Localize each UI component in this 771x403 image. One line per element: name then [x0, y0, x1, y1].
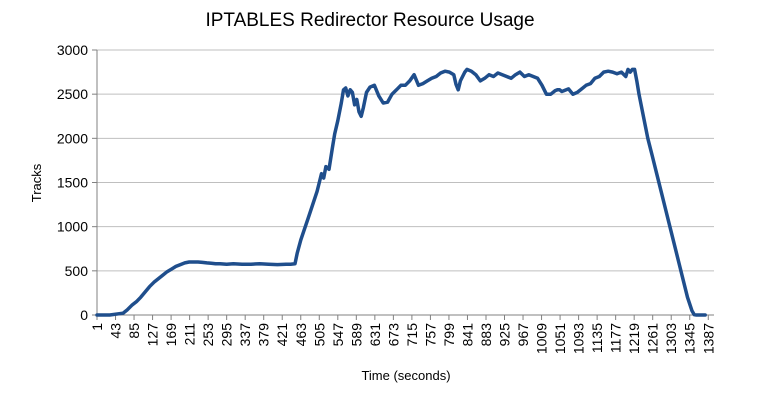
x-tick-label: 925: [497, 323, 513, 347]
label-layer: IPTABLES Redirector Resource Usage Time …: [29, 10, 535, 383]
x-tick-label: 1345: [682, 323, 698, 354]
y-tick-label: 2500: [57, 86, 88, 102]
x-tick-label: 1135: [589, 323, 605, 353]
x-tick-label: 1261: [645, 323, 661, 354]
y-tick-label: 1000: [57, 219, 88, 235]
x-tick-label: 463: [293, 323, 309, 347]
x-tick-label: 547: [330, 323, 346, 347]
x-tick-label: 253: [200, 323, 216, 347]
y-tick-label: 2000: [57, 130, 88, 146]
x-tick-label: 211: [182, 323, 198, 346]
x-tick-label: 967: [515, 323, 531, 347]
y-tick-label: 1500: [57, 175, 88, 191]
x-tick-label: 631: [367, 323, 383, 347]
x-tick-label: 589: [348, 323, 364, 347]
y-tick-label: 0: [80, 307, 88, 323]
x-tick-label: 127: [145, 323, 161, 347]
x-tick-label: 1303: [663, 323, 679, 354]
x-tick-label: 715: [404, 323, 420, 347]
y-axis-label: Tracks: [29, 163, 44, 202]
series-layer: [95, 67, 707, 317]
x-tick-label: 85: [126, 323, 142, 339]
x-tick-label: 1051: [552, 323, 568, 354]
x-tick-label: 1219: [626, 323, 642, 354]
x-tick-label: 505: [311, 323, 327, 347]
y-tick-label: 3000: [57, 42, 88, 58]
x-tick-label: 883: [478, 323, 494, 347]
x-tick-label: 673: [385, 323, 401, 347]
x-tick-label: 757: [422, 323, 438, 347]
x-tick-label: 1: [89, 323, 105, 331]
x-tick-label: 43: [108, 323, 124, 339]
x-tick-label: 1387: [700, 323, 716, 354]
x-tick-label: 337: [237, 323, 253, 347]
x-tick-label: 1177: [608, 323, 624, 353]
x-tick-label: 1093: [571, 323, 587, 354]
x-tick-label: 295: [219, 323, 235, 347]
x-tick-label: 1009: [534, 323, 550, 354]
chart-title: IPTABLES Redirector Resource Usage: [205, 10, 534, 31]
x-tick-label: 379: [256, 323, 272, 347]
x-axis-label: Time (seconds): [361, 368, 450, 383]
x-tick-label: 841: [459, 323, 475, 347]
axis-layer: 0 500 1000 1500 2000 2500 3000 1 43 85 127 169 211 25…: [57, 42, 716, 354]
y-tick-label: 500: [65, 263, 89, 279]
series-line-tracks: [95, 67, 707, 317]
x-tick-label: 169: [163, 323, 179, 347]
x-tick-label: 421: [274, 323, 290, 347]
grid-layer: [97, 49, 714, 272]
x-tick-label: 799: [441, 323, 457, 347]
